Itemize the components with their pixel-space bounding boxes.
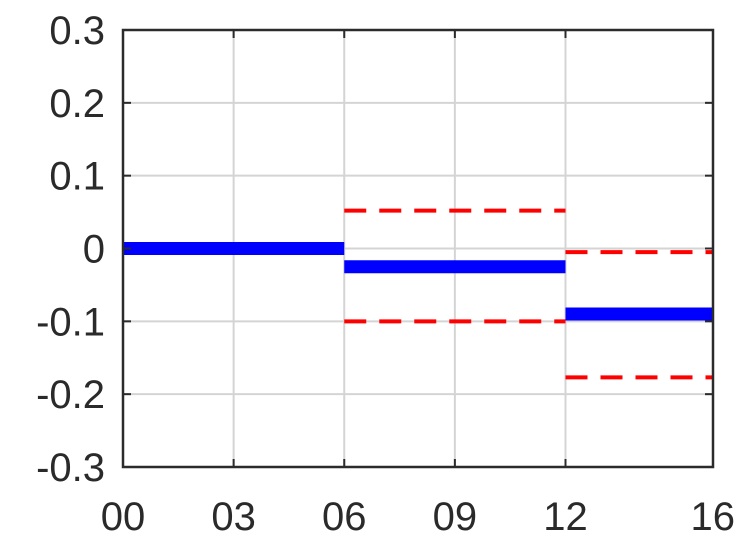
y-tick-label: 0.1 xyxy=(49,155,105,199)
x-tick-label: 12 xyxy=(543,495,588,539)
x-tick-label: 06 xyxy=(322,495,367,539)
x-tick-label: 00 xyxy=(101,495,146,539)
axes xyxy=(121,28,715,469)
y-tick-label: -0.2 xyxy=(36,373,105,417)
y-tick-label: 0.3 xyxy=(49,9,105,53)
x-tick-label: 16 xyxy=(691,495,736,539)
x-tick-label: 03 xyxy=(211,495,256,539)
y-tick-label: 0 xyxy=(83,228,105,272)
series-group xyxy=(123,208,713,380)
tick-labels: 0.3 0.2 0.1 0 -0.1 -0.2 -0.3 00 03 06 09 12 16 xyxy=(36,9,735,539)
y-tick-label: -0.3 xyxy=(36,446,105,490)
x-tick-label: 09 xyxy=(433,495,478,539)
y-tick-label: 0.2 xyxy=(49,82,105,126)
y-tick-label: -0.1 xyxy=(36,300,105,344)
